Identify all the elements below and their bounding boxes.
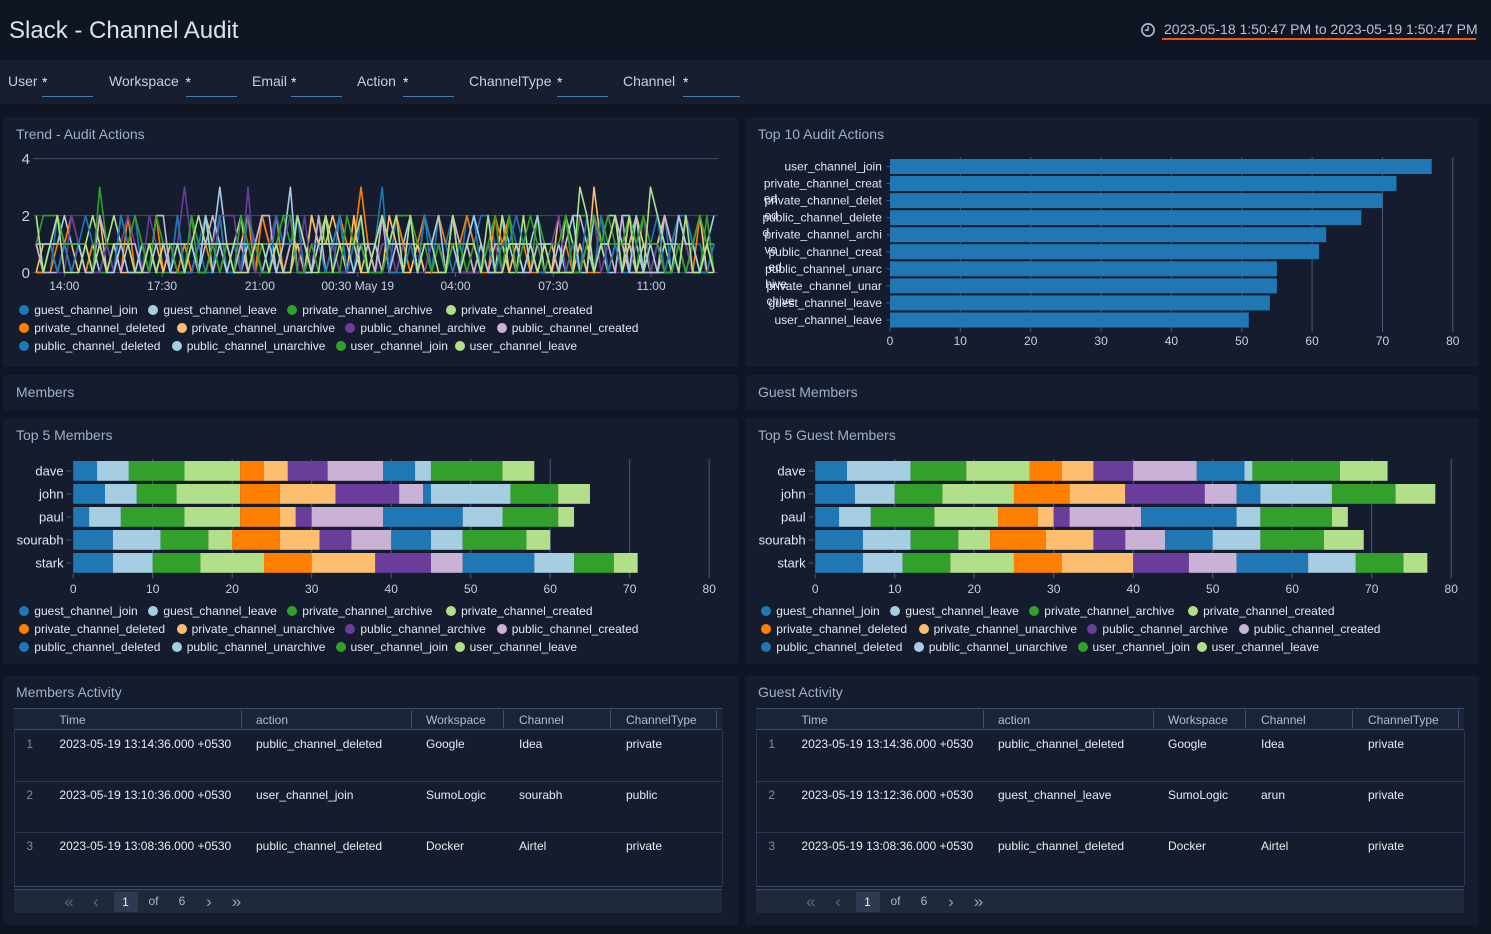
svg-text:20: 20 bbox=[226, 582, 240, 596]
svg-text:50: 50 bbox=[464, 582, 478, 596]
svg-text:14:00: 14:00 bbox=[49, 279, 79, 293]
svg-text:04:00: 04:00 bbox=[440, 279, 470, 293]
svg-text:80: 80 bbox=[1446, 334, 1460, 348]
svg-text:public_channel_creat: public_channel_creat bbox=[768, 245, 882, 259]
svg-text:chive: chive bbox=[767, 294, 795, 308]
svg-text:80: 80 bbox=[1445, 582, 1459, 596]
svg-text:00:30 May 19: 00:30 May 19 bbox=[321, 279, 394, 293]
svg-text:public_channel_delete: public_channel_delete bbox=[762, 211, 882, 225]
svg-text:ed: ed bbox=[769, 260, 782, 274]
svg-text:40: 40 bbox=[385, 582, 399, 596]
svg-text:0: 0 bbox=[812, 582, 819, 596]
svg-text:07:30: 07:30 bbox=[538, 279, 568, 293]
svg-text:dave: dave bbox=[35, 463, 63, 478]
svg-text:public_channel_unarc: public_channel_unarc bbox=[765, 262, 882, 276]
svg-text:70: 70 bbox=[1376, 334, 1390, 348]
svg-text:private_channel_unar: private_channel_unar bbox=[766, 279, 881, 293]
svg-text:80: 80 bbox=[703, 582, 717, 596]
svg-text:40: 40 bbox=[1165, 334, 1179, 348]
svg-text:ed: ed bbox=[765, 209, 778, 223]
svg-text:2: 2 bbox=[22, 208, 30, 225]
svg-text:john: john bbox=[38, 486, 64, 501]
svg-text:50: 50 bbox=[1206, 582, 1220, 596]
svg-text:21:00: 21:00 bbox=[245, 279, 275, 293]
svg-text:private_channel_delet: private_channel_delet bbox=[764, 194, 882, 208]
svg-text:60: 60 bbox=[544, 582, 558, 596]
svg-text:30: 30 bbox=[305, 582, 319, 596]
svg-text:guest_channel_leave: guest_channel_leave bbox=[768, 296, 882, 310]
svg-text:20: 20 bbox=[1024, 334, 1038, 348]
svg-text:ve: ve bbox=[765, 243, 778, 257]
svg-text:0: 0 bbox=[887, 334, 894, 348]
svg-text:ed: ed bbox=[764, 192, 777, 206]
svg-text:0: 0 bbox=[22, 265, 30, 282]
svg-text:10: 10 bbox=[888, 582, 902, 596]
svg-text:70: 70 bbox=[1365, 582, 1379, 596]
svg-text:30: 30 bbox=[1094, 334, 1108, 348]
svg-text:10: 10 bbox=[954, 334, 968, 348]
svg-text:user_channel_join: user_channel_join bbox=[784, 160, 881, 174]
svg-text:d: d bbox=[763, 226, 770, 240]
svg-text:stark: stark bbox=[777, 555, 806, 570]
svg-text:sourabh: sourabh bbox=[17, 532, 64, 547]
svg-text:60: 60 bbox=[1305, 334, 1319, 348]
svg-text:paul: paul bbox=[39, 509, 64, 524]
svg-text:sourabh: sourabh bbox=[759, 532, 806, 547]
svg-text:0: 0 bbox=[70, 582, 77, 596]
svg-text:11:00: 11:00 bbox=[637, 279, 666, 293]
svg-text:hive: hive bbox=[765, 277, 787, 291]
svg-text:private_channel_creat: private_channel_creat bbox=[764, 177, 883, 191]
svg-text:private_channel_archi: private_channel_archi bbox=[764, 228, 881, 242]
svg-text:17:30: 17:30 bbox=[147, 279, 177, 293]
svg-text:john: john bbox=[780, 486, 806, 501]
svg-text:4: 4 bbox=[22, 151, 30, 168]
svg-text:user_channel_leave: user_channel_leave bbox=[774, 313, 882, 327]
svg-text:10: 10 bbox=[146, 582, 160, 596]
svg-text:paul: paul bbox=[781, 509, 806, 524]
svg-text:70: 70 bbox=[623, 582, 637, 596]
svg-text:50: 50 bbox=[1235, 334, 1249, 348]
svg-text:stark: stark bbox=[35, 555, 64, 570]
svg-text:dave: dave bbox=[777, 463, 805, 478]
svg-text:20: 20 bbox=[968, 582, 982, 596]
svg-text:30: 30 bbox=[1047, 582, 1061, 596]
svg-text:60: 60 bbox=[1286, 582, 1300, 596]
svg-text:40: 40 bbox=[1127, 582, 1141, 596]
